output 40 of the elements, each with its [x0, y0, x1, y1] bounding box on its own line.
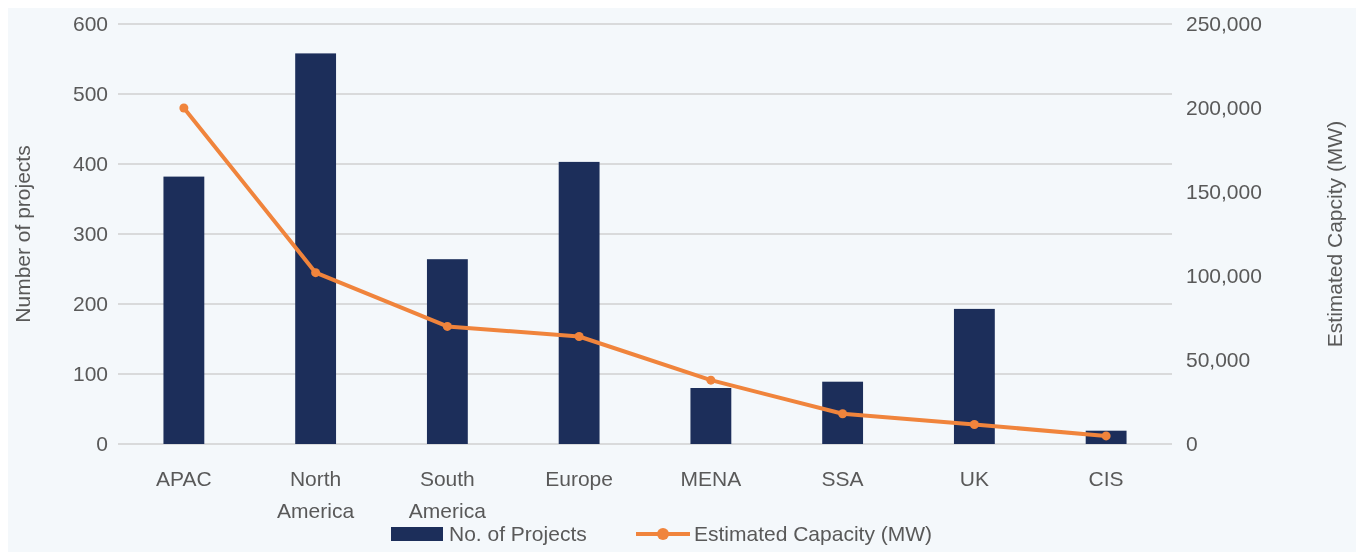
y-tick-label: 300 [72, 222, 108, 246]
bar [426, 259, 468, 444]
bar [163, 176, 205, 444]
y-tick-label: 400 [72, 152, 108, 176]
x-tick-label: Europe [545, 467, 613, 490]
x-tick-label: MENA [680, 467, 742, 490]
x-tick-label: SSA [821, 467, 864, 490]
y2-tick-label: 100,000 [1186, 264, 1262, 288]
y2-tick-label: 200,000 [1186, 96, 1262, 120]
x-tick-label: South America [408, 467, 487, 522]
y-axis-title: Number of projects [11, 145, 34, 323]
y2-tick-label: 50,000 [1186, 348, 1251, 372]
point [574, 331, 584, 341]
x-tick-label: UK [959, 467, 989, 490]
y2-tick-label: 150,000 [1186, 180, 1262, 204]
y-tick-label: 0 [96, 432, 108, 456]
y-tick-label: 500 [72, 82, 108, 106]
x-tick-label: North America [277, 467, 355, 522]
y-tick-label: 200 [72, 292, 108, 316]
y-tick-label: 100 [72, 362, 108, 386]
point [1101, 431, 1111, 441]
point [442, 321, 452, 331]
bar [558, 161, 600, 444]
bar [690, 388, 732, 444]
legend-label: Estimated Capacity (MW) [694, 522, 933, 546]
y-tick-label: 600 [72, 12, 108, 36]
point [838, 409, 848, 419]
point [969, 420, 979, 430]
bar [953, 308, 995, 444]
y2-tick-label: 0 [1186, 432, 1198, 456]
point [311, 268, 321, 278]
y2-axis-title: Estimated Capcity (MW) [1323, 120, 1346, 348]
x-tick-label: APAC [156, 467, 212, 490]
legend-label: No. of Projects [449, 522, 587, 546]
point [706, 375, 716, 385]
bar [295, 53, 337, 444]
y2-tick-label: 250,000 [1186, 12, 1262, 36]
point [179, 103, 189, 113]
bar [822, 381, 864, 444]
x-tick-label: CIS [1088, 467, 1124, 490]
